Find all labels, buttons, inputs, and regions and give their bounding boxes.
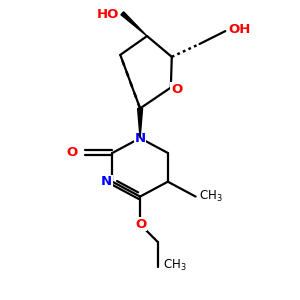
Text: CH$_3$: CH$_3$ (199, 189, 222, 204)
Polygon shape (121, 12, 147, 36)
Text: N: N (101, 175, 112, 188)
Text: OH: OH (228, 22, 250, 36)
Text: N: N (134, 132, 146, 145)
Polygon shape (138, 108, 142, 138)
Text: O: O (136, 218, 147, 231)
Text: CH$_3$: CH$_3$ (163, 258, 187, 274)
Text: O: O (66, 146, 78, 160)
Text: HO: HO (97, 8, 119, 21)
Text: O: O (171, 83, 182, 96)
